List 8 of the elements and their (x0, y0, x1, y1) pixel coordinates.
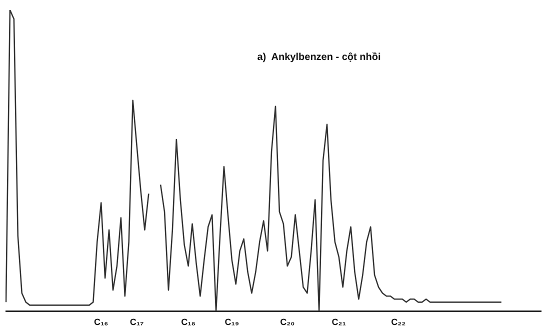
x-tick-label: C₁₇ (130, 317, 144, 328)
x-tick-label: C₁₈ (181, 317, 196, 328)
x-tick-label: C₁₉ (224, 317, 240, 328)
text: a) Ankylbenzen - cột nhồi (257, 52, 381, 63)
x-tick-label: C₂₁ (332, 317, 346, 328)
x-tick-label: C₂₂ (391, 317, 406, 328)
x-tick-label: C₂₀ (280, 317, 295, 328)
x-tick-label: C₁₆ (94, 317, 108, 328)
